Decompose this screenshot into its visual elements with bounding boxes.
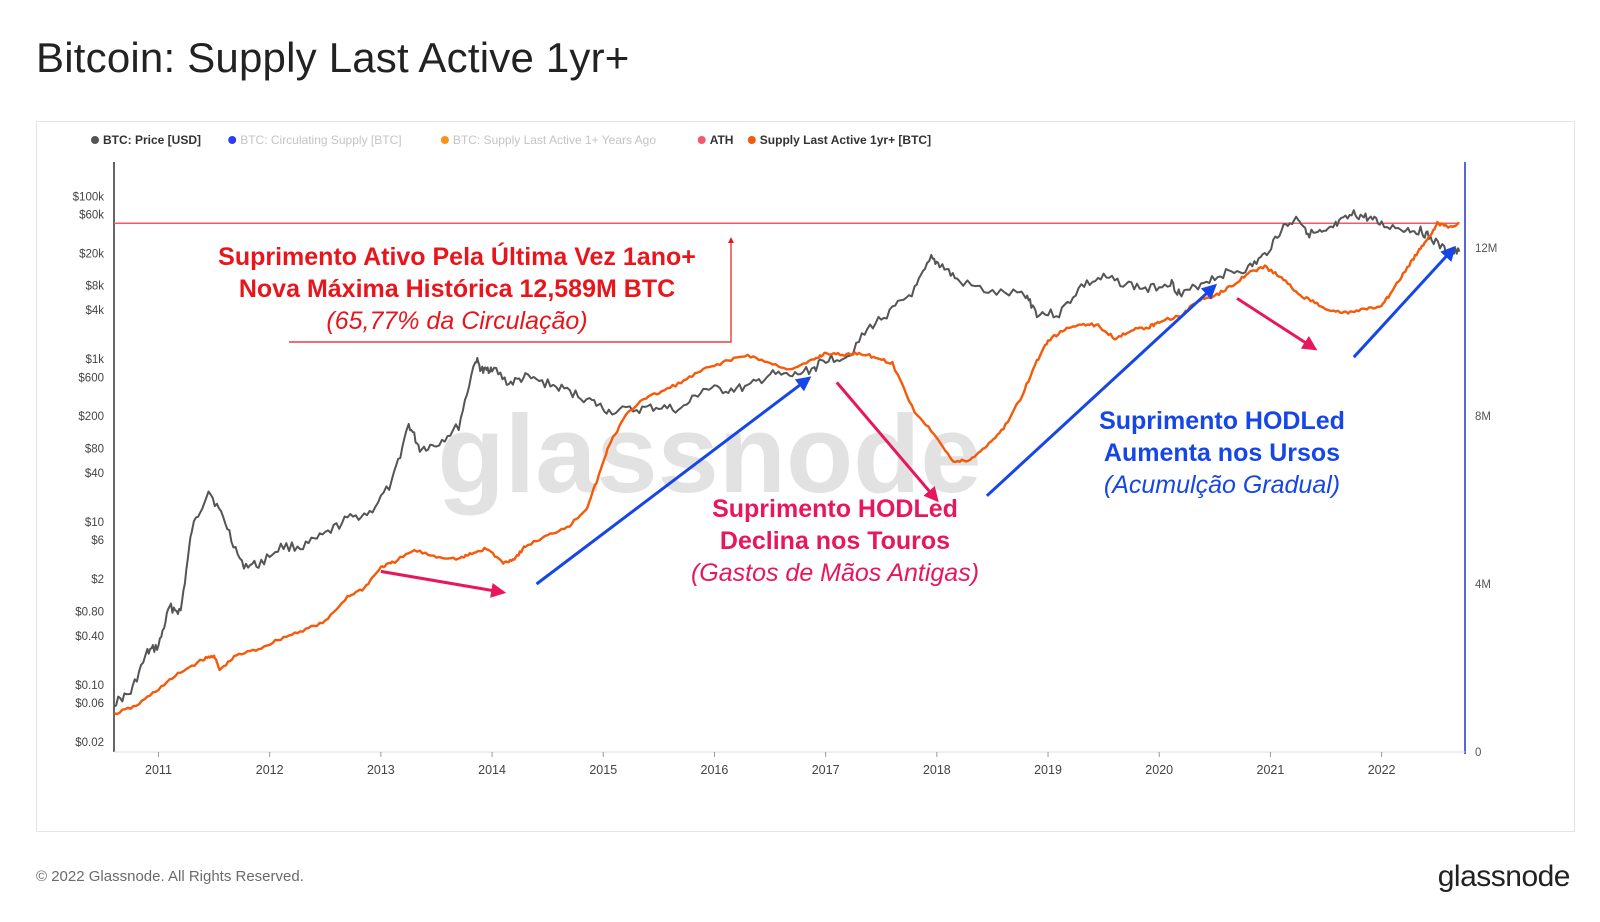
annotation-ath-line-1: Nova Máxima Histórica 12,589M BTC — [239, 275, 675, 303]
x-tick-label-3: 2014 — [478, 763, 506, 777]
x-tick-label-9: 2020 — [1145, 763, 1173, 777]
x-tick-label-1: 2012 — [256, 763, 284, 777]
legend-label-1: BTC: Circulating Supply [BTC] — [240, 133, 401, 147]
annotation-arrow-3 — [535, 376, 812, 586]
annotation-bulls-line-0: Suprimento HODLed — [712, 495, 958, 523]
y-left-tick-label-14: $0.40 — [75, 631, 104, 643]
y-right-tick-label-2: 4M — [1475, 579, 1491, 591]
supply-chart: glassnodeBTC: Price [USD]BTC: Circulatin… — [73, 133, 1498, 777]
y-left-tick-label-10: $10 — [85, 517, 104, 529]
y-right-tick-label-0: 12M — [1475, 243, 1497, 255]
x-tick-label-11: 2022 — [1368, 763, 1396, 777]
legend-marker-0 — [91, 136, 99, 144]
x-tick-label-4: 2015 — [589, 763, 617, 777]
annotation-arrow-1 — [835, 381, 939, 503]
price-series-line — [113, 209, 1461, 708]
x-tick-label-2: 2013 — [367, 763, 395, 777]
annotation-bears-line-0: Suprimento HODLed — [1099, 407, 1345, 435]
legend-label-3: ATH — [710, 133, 734, 147]
y-left-tick-label-13: $0.80 — [75, 606, 104, 618]
glassnode-logo: glassnode — [1437, 860, 1571, 893]
annotation-bears-line-2: (Acumulção Gradual) — [1104, 471, 1340, 499]
y-left-tick-label-5: $1k — [85, 354, 104, 366]
annotation-arrow-5 — [1352, 245, 1456, 359]
legend-label-2: BTC: Supply Last Active 1+ Years Ago — [453, 133, 656, 147]
y-left-tick-label-3: $8k — [85, 281, 104, 293]
y-left-tick-label-8: $80 — [85, 444, 104, 456]
legend-label-4: Supply Last Active 1yr+ [BTC] — [760, 133, 931, 147]
y-left-tick-label-6: $600 — [78, 372, 104, 384]
legend-label-0: BTC: Price [USD] — [103, 133, 201, 147]
y-left-tick-label-17: $0.02 — [75, 737, 104, 749]
annotation-ath-line-0: Suprimento Ativo Pela Última Vez 1ano+ — [218, 241, 696, 271]
chart-container: glassnodeBTC: Price [USD]BTC: Circulatin… — [36, 121, 1575, 832]
x-tick-label-8: 2019 — [1034, 763, 1062, 777]
annotation-arrow-4 — [985, 283, 1218, 497]
annotation-ath-line-2: (65,77% da Circulação) — [326, 307, 587, 335]
ath-callout-arrow — [289, 237, 734, 343]
y-left-tick-label-4: $4k — [85, 305, 104, 317]
y-left-tick-label-15: $0.10 — [75, 680, 104, 692]
annotation-arrow-2 — [1236, 297, 1318, 351]
legend-marker-4 — [747, 136, 756, 144]
x-tick-label-10: 2021 — [1257, 763, 1285, 777]
y-left-tick-label-12: $2 — [91, 574, 104, 586]
copyright-text: © 2022 Glassnode. All Rights Reserved. — [36, 868, 304, 885]
y-right-tick-label-3: 0 — [1475, 747, 1481, 759]
x-tick-label-6: 2017 — [812, 763, 840, 777]
y-left-tick-label-2: $20k — [79, 248, 104, 260]
annotation-bulls-line-1: Declina nos Touros — [720, 527, 950, 555]
y-left-tick-label-7: $200 — [78, 411, 104, 423]
annotation-arrow-0 — [380, 569, 507, 598]
legend-marker-2 — [440, 136, 449, 144]
y-left-tick-label-16: $0.06 — [75, 698, 104, 710]
annotation-bears-line-1: Aumenta nos Ursos — [1104, 439, 1340, 467]
x-tick-label-7: 2018 — [923, 763, 951, 777]
supply-series-line — [113, 220, 1460, 716]
y-right-tick-label-1: 8M — [1475, 411, 1491, 423]
x-tick-label-0: 2011 — [145, 763, 172, 777]
y-left-tick-label-1: $60k — [79, 209, 104, 221]
y-left-tick-label-0: $100k — [73, 191, 105, 203]
legend-marker-3 — [697, 136, 706, 144]
page-title: Bitcoin: Supply Last Active 1yr+ — [36, 34, 630, 81]
annotation-bulls-line-2: (Gastos de Mãos Antigas) — [691, 559, 979, 587]
y-left-tick-label-11: $6 — [91, 535, 104, 547]
x-tick-label-5: 2016 — [701, 763, 729, 777]
legend-marker-1 — [228, 136, 237, 144]
y-left-tick-label-9: $40 — [85, 468, 104, 480]
